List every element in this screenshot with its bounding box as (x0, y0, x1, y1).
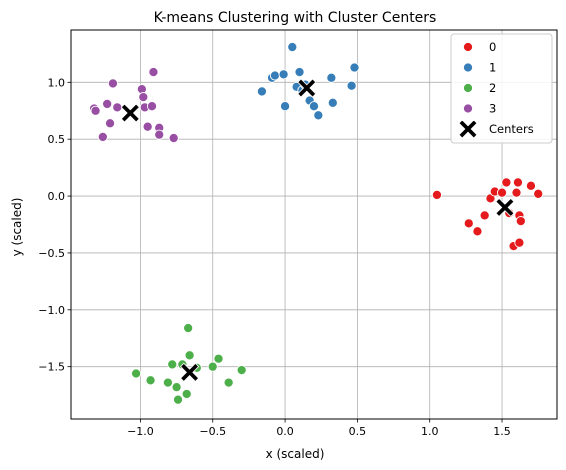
legend-marker-0 (462, 41, 474, 53)
data-point-cluster-1 (280, 101, 291, 112)
legend-label: 2 (489, 81, 496, 95)
data-point-cluster-3 (142, 121, 153, 132)
y-tick-label: −1.5 (38, 361, 65, 374)
x-axis-ticks: −1.0 −0.5 0.0 0.5 1.0 1.5 (127, 419, 511, 438)
data-point-cluster-3 (105, 118, 116, 129)
x-tick-label: 1.5 (493, 425, 511, 438)
legend-box (450, 33, 553, 144)
x-tick-label: −1.0 (127, 425, 154, 438)
data-point-cluster-0 (431, 189, 442, 200)
legend-marker-2 (462, 82, 474, 94)
data-point-cluster-0 (501, 177, 512, 188)
x-tick-label: 0.5 (349, 425, 367, 438)
data-point-cluster-3 (148, 67, 159, 78)
legend-marker-3 (462, 103, 474, 114)
data-point-cluster-2 (145, 375, 156, 386)
data-point-cluster-3 (102, 98, 113, 109)
x-axis-label: x (scaled) (266, 447, 325, 461)
y-tick-label: −1.0 (38, 304, 65, 317)
y-axis-ticks: 1.0 0.5 0.0 −0.5 −1.0 −1.5 (38, 76, 71, 374)
chart-title: K-means Clustering with Cluster Centers (154, 10, 437, 26)
legend-marker-centers (458, 119, 478, 139)
cluster-centers (120, 78, 515, 382)
data-point-cluster-0 (496, 187, 508, 198)
y-tick-label: −0.5 (38, 247, 65, 260)
data-point-cluster-0 (463, 218, 474, 229)
data-point-cluster-1 (349, 62, 360, 73)
data-point-cluster-2 (131, 368, 142, 379)
data-point-cluster-0 (533, 188, 544, 199)
data-point-cluster-1 (326, 72, 337, 83)
data-point-cluster-1 (256, 86, 267, 97)
data-point-cluster-2 (184, 350, 195, 361)
data-point-cluster-3 (90, 105, 101, 116)
y-tick-label: 0.0 (48, 190, 66, 203)
data-point-cluster-1 (327, 97, 338, 108)
legend-label: 3 (489, 102, 496, 116)
data-point-cluster-1 (287, 42, 298, 53)
x-tick-label: 0.0 (276, 425, 294, 438)
x-tick-label: −0.5 (199, 425, 226, 438)
legend-label: 1 (489, 61, 496, 75)
data-point-cluster-0 (479, 210, 490, 221)
cluster-center-marker (495, 197, 515, 218)
data-point-cluster-3 (146, 101, 158, 112)
cluster-center-marker (297, 78, 317, 98)
data-point-cluster-0 (511, 187, 522, 198)
data-point-cluster-3 (107, 78, 118, 89)
data-point-cluster-2 (236, 365, 247, 376)
legend-label: Centers (489, 122, 534, 136)
data-point-cluster-2 (162, 377, 173, 388)
data-point-cluster-2 (183, 322, 194, 334)
plot-frame (70, 29, 558, 420)
data-point-cluster-2 (181, 388, 192, 400)
data-point-cluster-2 (207, 361, 218, 372)
data-point-cluster-1 (269, 70, 280, 81)
data-point-cluster-3 (97, 131, 108, 142)
data-point-cluster-3 (138, 92, 149, 103)
data-points (89, 42, 544, 405)
y-tick-label: 1.0 (48, 76, 66, 89)
data-point-cluster-3 (154, 129, 165, 140)
data-point-cluster-0 (512, 177, 523, 188)
data-point-cluster-2 (223, 377, 234, 388)
data-point-cluster-0 (514, 237, 525, 248)
y-tick-label: 0.5 (48, 133, 66, 146)
data-point-cluster-1 (346, 80, 357, 91)
data-point-cluster-1 (278, 69, 289, 80)
data-point-cluster-2 (172, 394, 184, 405)
legend: 0 1 2 3 Centers (450, 33, 553, 144)
x-tick-label: 1.0 (421, 425, 439, 438)
data-point-cluster-2 (213, 353, 224, 364)
data-point-cluster-2 (171, 382, 182, 393)
data-point-cluster-0 (472, 226, 483, 237)
data-point-cluster-3 (112, 102, 123, 113)
cluster-center-marker (180, 362, 200, 382)
data-point-cluster-1 (313, 110, 324, 121)
data-point-cluster-2 (167, 359, 178, 370)
legend-marker-1 (462, 62, 474, 73)
data-point-cluster-1 (294, 67, 305, 78)
cluster-center-marker (120, 103, 140, 123)
data-point-cluster-1 (308, 101, 320, 112)
legend-label: 0 (489, 40, 496, 54)
data-point-cluster-0 (525, 180, 537, 191)
data-point-cluster-0 (515, 216, 526, 227)
y-axis-label: y (scaled) (10, 198, 24, 257)
data-point-cluster-3 (168, 133, 179, 144)
